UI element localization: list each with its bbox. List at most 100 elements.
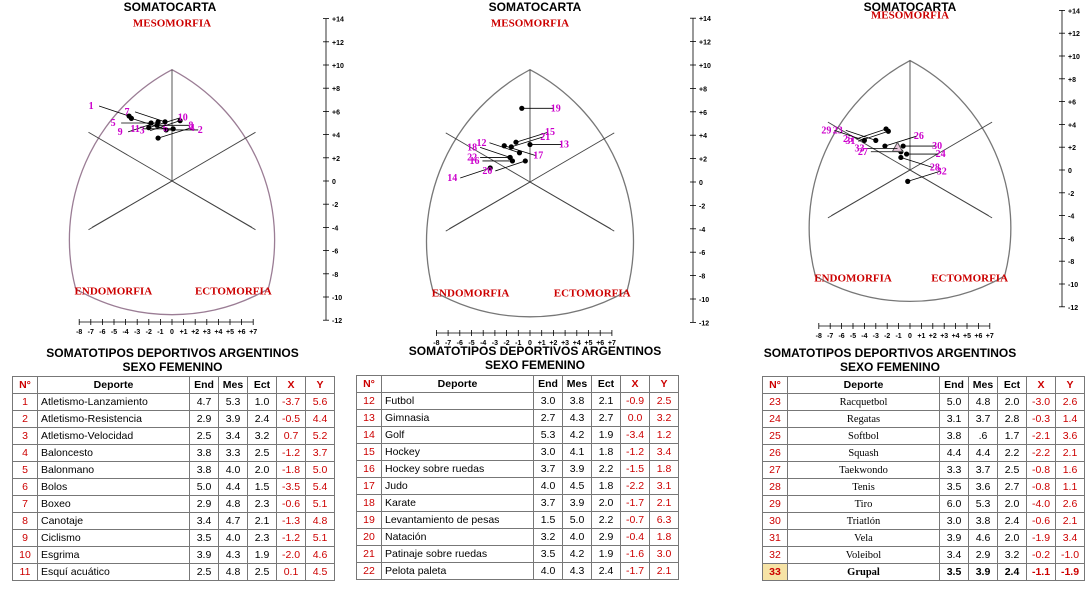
cell-y: 2.6 bbox=[1055, 495, 1085, 513]
cell-y: 2.1 bbox=[649, 494, 679, 512]
cell-number: 16 bbox=[356, 460, 382, 478]
cell-end: 4.4 bbox=[939, 444, 969, 462]
cell-deporte: Judo bbox=[381, 477, 534, 495]
point-label: 4 bbox=[190, 123, 195, 134]
point-label: 15 bbox=[545, 127, 555, 138]
corner-label-right: ECTOMORFIA bbox=[554, 288, 631, 300]
point-label: 9 bbox=[118, 127, 123, 138]
cell-end: 2.9 bbox=[189, 410, 219, 428]
cell-number: 29 bbox=[762, 495, 788, 513]
x-tick-label: +2 bbox=[191, 329, 199, 336]
cell-x: -1.3 bbox=[276, 512, 306, 530]
cell-deporte: Futbol bbox=[381, 392, 534, 410]
cell-y: 3.6 bbox=[1055, 427, 1085, 445]
cell-deporte: Canotaje bbox=[37, 512, 190, 530]
chart-title: SOMATOCARTA bbox=[123, 0, 217, 14]
point-label: 32 bbox=[937, 166, 947, 177]
cell-ect: 2.0 bbox=[997, 393, 1027, 411]
cell-x: -3.0 bbox=[1026, 393, 1056, 411]
y-tick-label: +4 bbox=[1068, 122, 1076, 129]
cell-number: 23 bbox=[762, 393, 788, 411]
cell-mes: 5.3 bbox=[218, 393, 248, 411]
cell-number: 14 bbox=[356, 426, 382, 444]
x-tick-label: -2 bbox=[503, 340, 509, 347]
cell-number: 18 bbox=[356, 494, 382, 512]
x-tick-label: -6 bbox=[838, 333, 844, 340]
table-row: 26 Squash 4.4 4.4 2.2 -2.2 2.1 bbox=[762, 444, 1085, 462]
cell-ect: 2.0 bbox=[247, 461, 277, 479]
leader-line bbox=[907, 171, 940, 182]
col-number: N° bbox=[762, 376, 788, 394]
cell-end: 3.5 bbox=[533, 545, 563, 563]
y-tick-label: -2 bbox=[332, 202, 338, 209]
y-tick-label: +6 bbox=[332, 109, 340, 116]
y-tick-label: -8 bbox=[699, 274, 705, 281]
table-title-line1: SOMATOTIPOS DEPORTIVOS ARGENTINOS bbox=[763, 346, 1017, 360]
cell-x: -2.1 bbox=[1026, 427, 1056, 445]
cell-mes: .6 bbox=[968, 427, 998, 445]
table-title-line1: SOMATOTIPOS DEPORTIVOS ARGENTINOS bbox=[46, 346, 299, 360]
cell-end: 4.0 bbox=[533, 562, 563, 580]
cell-x: -4.0 bbox=[1026, 495, 1056, 513]
cell-ect: 2.5 bbox=[247, 563, 277, 581]
y-tick-label: -8 bbox=[1068, 259, 1074, 266]
data-point bbox=[146, 125, 152, 131]
cell-y: 4.8 bbox=[305, 512, 335, 530]
cell-mes: 4.6 bbox=[968, 529, 998, 547]
cell-mes: 4.1 bbox=[562, 443, 592, 461]
point-label: 26 bbox=[914, 131, 924, 142]
col-mes: Mes bbox=[562, 375, 592, 393]
corner-label-top: MESOMORFIA bbox=[133, 18, 211, 30]
x-tick-label: +4 bbox=[573, 340, 581, 347]
cell-end: 3.7 bbox=[533, 460, 563, 478]
y-tick-label: -10 bbox=[332, 295, 342, 302]
cell-x: -2.2 bbox=[620, 477, 650, 495]
y-tick-label: -12 bbox=[332, 318, 342, 325]
x-tick-label: +3 bbox=[203, 329, 211, 336]
cell-mes: 4.5 bbox=[562, 477, 592, 495]
y-tick-label: -8 bbox=[332, 272, 338, 279]
cell-number: 4 bbox=[12, 444, 38, 462]
cell-ect: 1.7 bbox=[997, 427, 1027, 445]
cell-deporte: Karate bbox=[381, 494, 534, 512]
cell-deporte: Softbol bbox=[787, 427, 940, 445]
axis-line bbox=[529, 181, 615, 232]
cell-end: 3.1 bbox=[939, 410, 969, 428]
x-tick-label: -4 bbox=[122, 329, 128, 336]
cell-ect: 2.5 bbox=[247, 444, 277, 462]
col-mes: Mes bbox=[218, 376, 248, 394]
cell-mes: 4.2 bbox=[562, 426, 592, 444]
col-y: Y bbox=[305, 376, 335, 394]
cell-ect: 2.1 bbox=[247, 512, 277, 530]
x-tick-label: -8 bbox=[816, 333, 822, 340]
table-row: 10 Esgrima 3.9 4.3 1.9 -2.0 4.6 bbox=[12, 546, 335, 564]
table-row: 22 Pelota paleta 4.0 4.3 2.4 -1.7 2.1 bbox=[356, 562, 679, 580]
table-title-line1: SOMATOTIPOS DEPORTIVOS ARGENTINOS bbox=[408, 344, 662, 358]
y-tick-label: +4 bbox=[699, 133, 707, 140]
cell-end: 3.9 bbox=[189, 546, 219, 564]
cell-ect: 2.8 bbox=[997, 410, 1027, 428]
cell-y: 3.2 bbox=[649, 409, 679, 427]
cell-x: -0.2 bbox=[1026, 546, 1056, 564]
cell-y: 4.5 bbox=[305, 563, 335, 581]
cell-x: -0.6 bbox=[1026, 512, 1056, 530]
x-tick-label: +7 bbox=[249, 329, 257, 336]
cell-mes: 4.2 bbox=[562, 545, 592, 563]
axis-line bbox=[827, 121, 911, 171]
cell-ect: 1.9 bbox=[591, 545, 621, 563]
x-tick-label: +7 bbox=[986, 333, 994, 340]
somatochart-outline bbox=[68, 68, 276, 316]
point-label: 27 bbox=[858, 147, 868, 158]
cell-deporte: Gimnasia bbox=[381, 409, 534, 427]
x-tick-label: 0 bbox=[908, 333, 912, 340]
cell-x: -1.2 bbox=[620, 443, 650, 461]
cell-deporte: Atletismo-Resistencia bbox=[37, 410, 190, 428]
data-point bbox=[155, 135, 161, 141]
cell-mes: 3.7 bbox=[968, 461, 998, 479]
cell-number: 33 bbox=[762, 563, 788, 581]
cell-mes: 3.8 bbox=[968, 512, 998, 530]
y-tick-label: 0 bbox=[1068, 168, 1072, 175]
col-x: X bbox=[276, 376, 306, 394]
x-tick-label: -3 bbox=[134, 329, 140, 336]
cell-ect: 2.9 bbox=[591, 528, 621, 546]
